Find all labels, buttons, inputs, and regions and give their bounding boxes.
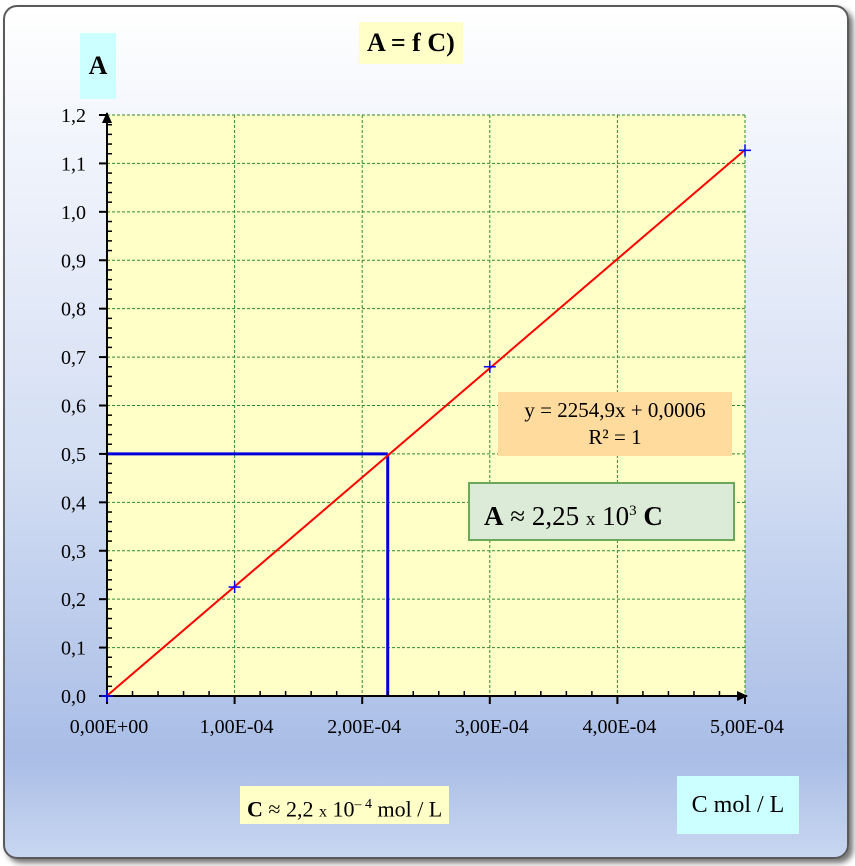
approx-exp: 3 — [629, 503, 637, 519]
x-tick-label: 5,00E-04 — [710, 716, 784, 738]
c-result-box: C ≈ 2,2 x 10– 4 mol / L — [240, 786, 450, 824]
y-tick-label: 1,0 — [61, 202, 86, 224]
trendline-equation: y = 2254,9x + 0,0006 — [524, 398, 706, 422]
c-times: x — [318, 803, 327, 821]
reading-lines — [107, 452, 390, 696]
data-point — [483, 360, 496, 373]
y-tick-label: 1,1 — [61, 153, 86, 175]
chart-title: A = f C) — [359, 22, 463, 64]
y-tick-label: 0,1 — [61, 638, 86, 660]
trendline-equation-box: y = 2254,9x + 0,0006 R² = 1 — [498, 392, 732, 456]
y-tick-label: 0,0 — [61, 686, 86, 708]
data-points — [101, 144, 751, 702]
trendline-r2: R² = 1 — [588, 425, 642, 449]
y-tick-label: 0,5 — [61, 444, 86, 466]
c-lead: C — [247, 796, 263, 822]
approx-tail: C — [643, 501, 663, 531]
y-tick-label: 0,6 — [61, 396, 86, 418]
tick-labels: 0,0 0,1 0,2 0,3 0,4 0,5 0,6 0,7 0,8 0,9 1,0 1,1 1,2 0… — [61, 105, 784, 738]
x-tick-label: 3,00E-04 — [455, 716, 529, 738]
c-mid: ≈ 2,2 — [268, 796, 314, 822]
c-exp: – 4 — [354, 797, 372, 812]
approx-times: x — [585, 509, 596, 530]
axes — [99, 112, 748, 704]
data-point — [228, 581, 241, 594]
y-axis-arrow — [102, 112, 112, 123]
data-point — [739, 144, 751, 157]
x-tick-label: 2,00E-04 — [327, 716, 401, 738]
approximation-box: A ≈ 2,25 x 103 C — [468, 482, 735, 541]
y-tick-label: 0,9 — [61, 250, 86, 272]
y-tick-label: 0,3 — [61, 541, 86, 563]
c-base: 10 — [332, 796, 355, 822]
approx-lead: A — [484, 501, 504, 531]
y-tick-label: 0,2 — [61, 589, 86, 611]
trendline — [106, 149, 746, 697]
x-tick-label: 4,00E-04 — [582, 716, 656, 738]
trendline-path — [106, 149, 746, 697]
y-axis-title: A — [80, 33, 116, 99]
x-tick-label: 0,00E+00 — [70, 716, 149, 738]
approx-mid: ≈ 2,25 — [510, 501, 580, 531]
data-point — [101, 690, 113, 702]
x-axis-title: C mol / L — [677, 776, 799, 834]
approx-base: 10 — [602, 501, 630, 531]
y-tick-label: 1,2 — [61, 105, 86, 127]
x-axis-arrow — [737, 691, 748, 701]
y-tick-label: 0,4 — [61, 492, 86, 514]
y-tick-label: 0,8 — [61, 299, 86, 321]
c-tail: mol / L — [377, 796, 443, 822]
y-tick-label: 0,7 — [61, 347, 86, 369]
x-tick-label: 1,00E-04 — [200, 716, 274, 738]
